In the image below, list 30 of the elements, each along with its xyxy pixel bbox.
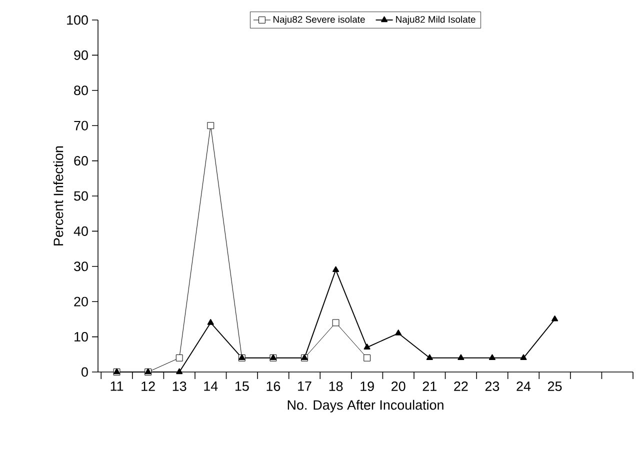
legend-label: Naju82 Mild Isolate — [396, 16, 476, 25]
x-axis-title: No. Days After Incoulation — [288, 400, 444, 412]
y-tick-label: 20 — [74, 296, 88, 306]
y-tick-label: 10 — [74, 332, 88, 342]
y-tick-label: 50 — [74, 191, 88, 201]
y-tick-label: 60 — [74, 156, 88, 166]
y-tick-label: 80 — [74, 86, 88, 96]
y-tick-label: 100 — [67, 15, 88, 25]
x-tick-label: 17 — [298, 382, 312, 391]
y-tick-label: 30 — [74, 262, 88, 272]
y-tick-label: 90 — [74, 50, 88, 60]
x-tick-label: 16 — [266, 382, 280, 392]
y-tick-label: 70 — [74, 120, 88, 130]
x-tick-label: 18 — [329, 382, 343, 392]
y-axis-title: Percent Infection — [53, 146, 64, 246]
x-tick-label: 24 — [516, 382, 531, 391]
x-tick-label: 23 — [485, 382, 500, 392]
x-tick-label: 22 — [454, 382, 468, 391]
legend-label: Naju82 Severe isolate — [273, 16, 365, 25]
y-tick-label: 40 — [74, 226, 88, 236]
x-tick-label: 19 — [360, 382, 374, 392]
x-tick-label: 11 — [110, 382, 124, 391]
x-tick-label: 12 — [142, 382, 155, 391]
x-tick-label: 13 — [172, 382, 186, 392]
x-tick-label: 15 — [235, 382, 249, 391]
x-tick-label: 20 — [392, 382, 406, 392]
x-tick-label: 25 — [548, 382, 562, 392]
x-tick-label: 14 — [204, 382, 218, 391]
x-tick-label: 21 — [422, 382, 436, 391]
y-tick-label: 0 — [82, 367, 88, 377]
